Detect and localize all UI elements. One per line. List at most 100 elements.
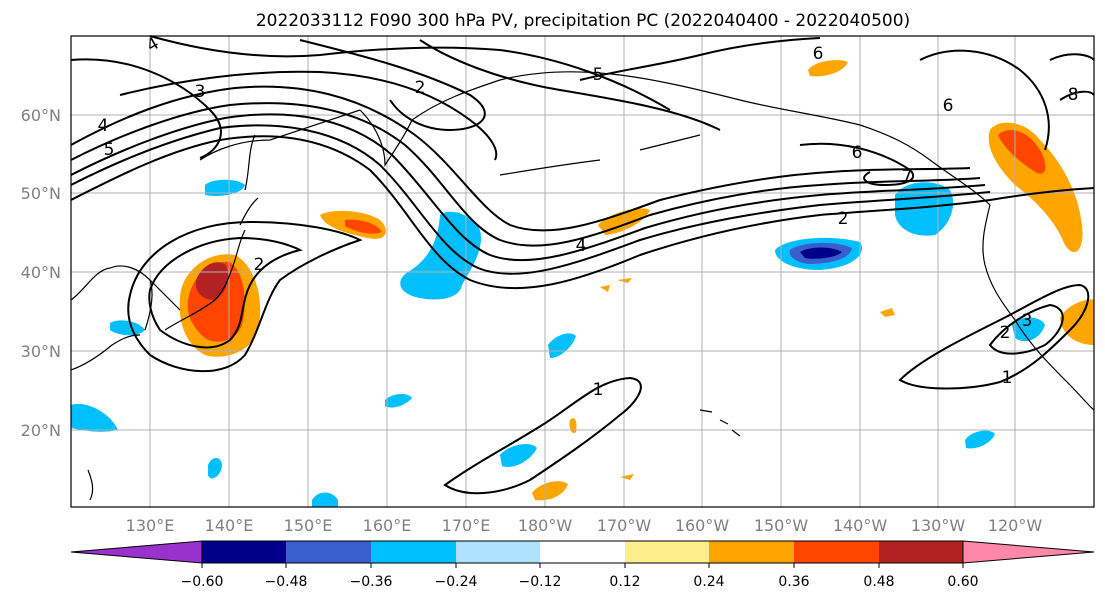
latitude-labels: 60°N 50°N 40°N 30°N 20°N [21, 106, 61, 440]
pv-contours [70, 35, 1095, 495]
precip-neg-baja [1012, 317, 1045, 342]
pv-contour-16 [127, 220, 363, 373]
colorbar-tick-label: −0.24 [435, 574, 478, 590]
precip-neg-southchina [71, 403, 118, 432]
figure-title: 2022033112 F090 300 hPa PV, precipitatio… [256, 11, 910, 31]
pv-contour-4 [70, 102, 981, 247]
colorbar-segment [202, 541, 286, 563]
lon-label: 150°E [284, 516, 333, 535]
coast-sakhalin [244, 134, 256, 191]
precip-pos-small3 [569, 418, 577, 434]
colorbar-segment [709, 541, 794, 563]
lat-label: 50°N [21, 184, 61, 203]
pv-contour-7 [149, 35, 671, 111]
lon-label: 140°W [833, 516, 888, 535]
contour-label: 2 [415, 78, 426, 98]
pv-contour-18 [898, 283, 1090, 390]
contour-label: 1 [593, 380, 604, 400]
colorbar-tick-label: −0.48 [265, 574, 308, 590]
colorbar-tick-label: −0.60 [181, 574, 224, 590]
colorbar-segment [540, 541, 625, 563]
colorbar-segment [879, 541, 963, 563]
pv-contour-11 [579, 37, 821, 81]
pv-contour-1 [70, 135, 1095, 290]
pv-contour-13 [919, 49, 1050, 151]
precip-neg-small1 [208, 457, 222, 479]
coast-bering [411, 71, 621, 121]
precip-pos-160e-core [345, 219, 382, 234]
colorbar-ticks [201, 563, 964, 568]
coast-nw-america [982, 204, 1095, 411]
pv-contour-5 [119, 70, 498, 161]
precip-neg-small4 [385, 394, 412, 408]
colorbar-segment [456, 541, 540, 563]
colorbar-tick-label: −0.12 [519, 574, 562, 590]
precip-pos-westcoast [988, 122, 1083, 253]
pv-contour-17 [443, 376, 642, 495]
pv-contour-8 [70, 58, 222, 159]
precip-neg-145w-core [800, 247, 842, 259]
pv-contour-10 [419, 39, 721, 131]
colorbar-tick-label: 0.24 [693, 574, 724, 590]
pv-contour-15 [148, 236, 303, 349]
precip-pos-small5 [532, 481, 568, 501]
lon-label: 130°E [126, 516, 175, 535]
lon-label: 130°W [911, 516, 966, 535]
longitude-labels: 130°E 140°E 150°E 160°E 170°E 180°W 170°… [126, 516, 1043, 535]
coast-aleutians [499, 134, 701, 176]
lon-label: 160°E [363, 516, 412, 535]
colorbar-left-extension [70, 540, 203, 564]
precip-neg-small3 [548, 333, 576, 358]
coast-hawaii [699, 409, 741, 437]
lat-label: 30°N [21, 342, 61, 361]
pv-contour-14 [1049, 53, 1095, 101]
contour-label: 4 [576, 236, 587, 256]
lon-label: 170°E [442, 516, 491, 535]
colorbar-right-extension [962, 540, 1095, 564]
pv-contour-12 [799, 142, 915, 187]
colorbar-tick-label: −0.36 [350, 574, 393, 590]
colorbar-segment [794, 541, 879, 563]
precip-pos-alaska-top [808, 60, 848, 77]
precip-neg-small5 [500, 444, 537, 468]
lon-label: 120°W [988, 516, 1043, 535]
precip-neg-hokkaido [205, 179, 245, 196]
colorbar-tick-label: 0.12 [609, 574, 640, 590]
lat-label: 40°N [21, 263, 61, 282]
lon-label: 140°E [205, 516, 254, 535]
contour-label: 2 [254, 255, 265, 275]
coast-okhotsk [199, 109, 361, 161]
colorbar-segment [625, 541, 709, 563]
lat-label: 20°N [21, 421, 61, 440]
precip-neg-small6 [965, 430, 995, 449]
contour-label: 6 [813, 44, 824, 64]
colorbar-segment [286, 541, 371, 563]
contour-label: 6 [852, 143, 863, 163]
map-frame [70, 35, 1095, 508]
contour-label: 5 [104, 140, 115, 160]
precip-neg-small2 [312, 492, 338, 507]
contour-label: 1 [1002, 368, 1013, 388]
lon-label: 170°W [597, 516, 652, 535]
pv-contour-9 [299, 39, 486, 132]
precip-pos-small6 [880, 308, 895, 317]
lon-label: 150°W [754, 516, 809, 535]
colorbar-tick-label: 0.36 [778, 574, 809, 590]
coast-korea [144, 279, 153, 331]
colorbar: −0.60 −0.48 −0.36 −0.24 −0.12 0.12 0.24 … [70, 540, 1095, 590]
contour-label: 5 [593, 65, 604, 85]
contour-label: 6 [943, 96, 954, 116]
precip-pos-westcoast-core [998, 130, 1046, 174]
lat-label: 60°N [21, 106, 61, 125]
colorbar-frame [201, 540, 964, 564]
colorbar-tick-label: 0.60 [947, 574, 978, 590]
contour-label: 8 [1068, 85, 1079, 105]
contour-label: 4 [98, 116, 109, 136]
contour-label: 2 [838, 209, 849, 229]
pv-contour-6 [70, 85, 971, 232]
coast-taiwan [87, 469, 94, 501]
coast-japan [164, 229, 246, 331]
contour-label: 2 [1000, 323, 1011, 343]
pv-contour-3 [70, 113, 986, 262]
